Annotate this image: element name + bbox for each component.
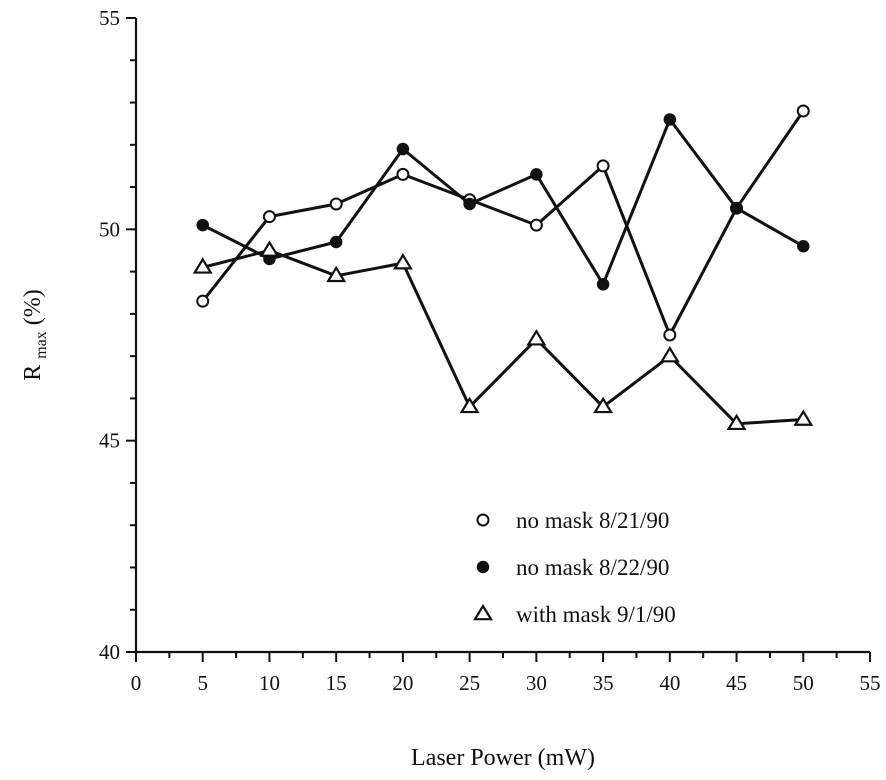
legend-item: no mask 8/22/90 bbox=[476, 555, 669, 580]
y-axis-title-main: R bbox=[20, 365, 46, 381]
y-axis-title-subscript: max bbox=[33, 331, 50, 359]
data-point bbox=[326, 265, 347, 283]
x-tick-label: 35 bbox=[593, 671, 614, 695]
legend-marker bbox=[476, 560, 490, 574]
data-point bbox=[526, 329, 547, 346]
data-point bbox=[596, 278, 610, 291]
y-tick-label: 50 bbox=[99, 217, 120, 241]
x-tick-label: 10 bbox=[259, 671, 280, 695]
legend-marker bbox=[473, 603, 493, 621]
data-point bbox=[530, 168, 543, 181]
x-tick-label: 40 bbox=[659, 671, 680, 695]
data-point bbox=[796, 104, 810, 118]
series-line bbox=[202, 117, 805, 286]
x-tick-label: 15 bbox=[326, 671, 347, 695]
x-tick-label: 30 bbox=[526, 671, 547, 695]
data-point bbox=[196, 218, 209, 232]
data-point bbox=[259, 240, 280, 257]
axes bbox=[134, 18, 870, 654]
data-point bbox=[396, 167, 410, 181]
series-line bbox=[202, 248, 804, 426]
data-point bbox=[329, 197, 343, 211]
y-axis-title: R max (%) bbox=[20, 289, 52, 381]
series bbox=[196, 104, 810, 342]
x-tick-label: 5 bbox=[197, 671, 208, 695]
y-tick-label: 55 bbox=[99, 6, 120, 30]
y-axis-title-unit: (%) bbox=[20, 289, 46, 325]
data-point bbox=[726, 413, 747, 431]
legend: no mask 8/21/90 no mask 8/22/90 with mask … bbox=[473, 508, 676, 627]
legend-marker bbox=[476, 513, 490, 527]
data-point bbox=[529, 218, 543, 232]
x-tick-label: 45 bbox=[726, 671, 747, 695]
series-line bbox=[201, 110, 805, 337]
ticks: 0 5 10 15 20 25 30 35 40 45 50 55 40 45 50 55 bbox=[99, 6, 881, 695]
data-point bbox=[459, 396, 480, 414]
data-point bbox=[730, 201, 743, 215]
x-tick-label: 0 bbox=[131, 671, 142, 695]
x-tick-label: 55 bbox=[860, 671, 881, 695]
legend-label: no mask 8/22/90 bbox=[516, 555, 669, 580]
y-tick-label: 40 bbox=[99, 640, 120, 664]
data-point bbox=[793, 409, 814, 426]
data-point bbox=[396, 142, 410, 156]
x-tick-label: 25 bbox=[459, 671, 480, 695]
data-point bbox=[392, 253, 413, 270]
data-point bbox=[593, 396, 614, 414]
series bbox=[192, 240, 814, 431]
legend-label: with mask 9/1/90 bbox=[516, 602, 676, 627]
y-tick-label: 45 bbox=[99, 429, 120, 453]
legend-item: with mask 9/1/90 bbox=[473, 602, 676, 627]
x-tick-label: 20 bbox=[392, 671, 413, 695]
data-point bbox=[596, 159, 610, 173]
data-point bbox=[663, 328, 677, 342]
series bbox=[196, 113, 810, 291]
data-point bbox=[797, 239, 810, 253]
data-point bbox=[329, 235, 343, 249]
x-tick-label: 50 bbox=[793, 671, 814, 695]
data-point bbox=[659, 346, 680, 363]
x-axis-title: Laser Power (mW) bbox=[411, 745, 595, 771]
data-point bbox=[663, 113, 677, 126]
legend-label: no mask 8/21/90 bbox=[516, 508, 669, 533]
series-layer bbox=[192, 104, 814, 431]
data-point bbox=[262, 210, 276, 224]
data-point bbox=[463, 197, 476, 211]
data-point bbox=[196, 294, 210, 308]
data-point bbox=[192, 257, 213, 274]
legend-item: no mask 8/21/90 bbox=[476, 508, 669, 533]
